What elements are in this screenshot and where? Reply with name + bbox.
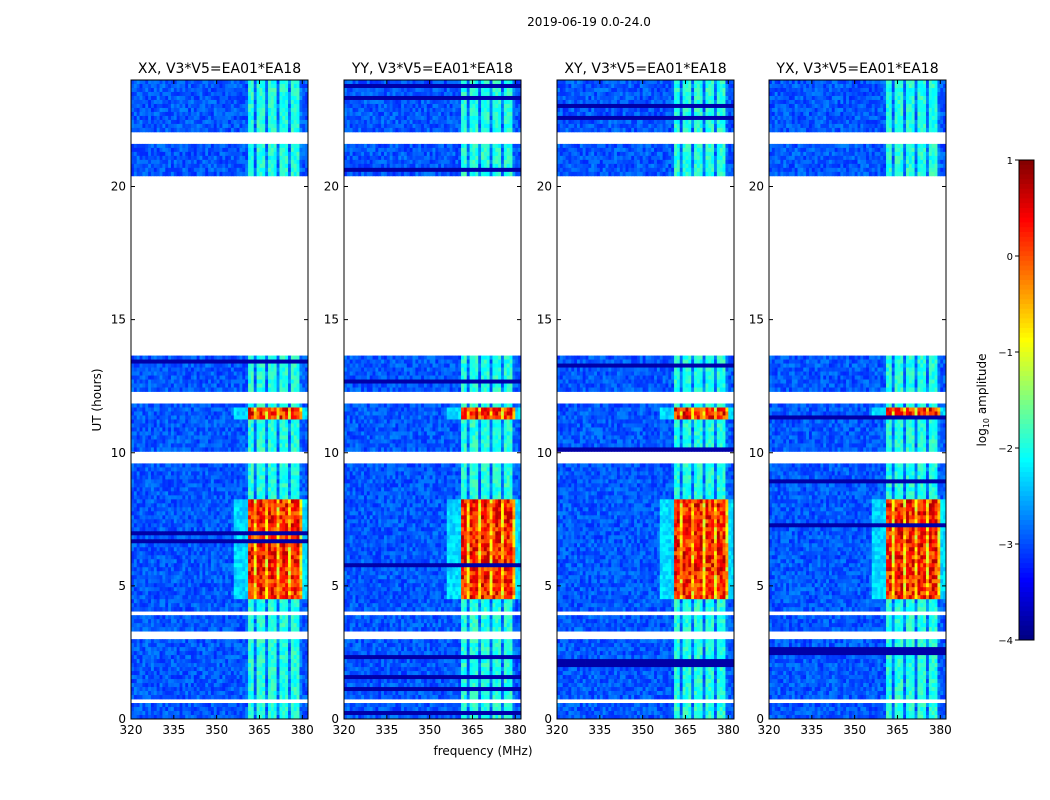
colorbar-tick-label: −2 [998,444,1013,455]
colorbar-tick-label: −3 [998,540,1013,551]
y-tick-label: 15 [111,313,126,327]
colorbar-tick-label: 0 [1007,252,1013,263]
colorbar-tick-label: −1 [998,348,1013,359]
figure: 2019-06-19 0.0-24.0 XX, V3*V5=EA01*EA18 3… [0,0,1050,800]
colorbar-tick-label: −4 [998,636,1013,647]
y-tick-label: 10 [111,446,126,460]
panel-title: YX, V3*V5=EA01*EA18 [775,61,938,77]
colorbar-label: log10 amplitude [975,354,991,447]
y-tick-label: 15 [749,313,764,327]
y-tick-label: 5 [331,579,339,593]
y-tick-label: 0 [331,712,339,726]
x-tick-label: 335 [800,723,823,737]
y-tick-label: 20 [537,180,552,194]
y-tick-label: 20 [749,180,764,194]
y-tick-label: 20 [324,180,339,194]
y-tick-label: 10 [749,446,764,460]
y-axis-label: UT (hours) [90,368,104,431]
y-tick-label: 5 [756,579,764,593]
x-tick-label: 335 [588,723,611,737]
x-tick-label: 335 [375,723,398,737]
y-tick-label: 10 [324,446,339,460]
y-tick-label: 15 [537,313,552,327]
x-tick-label: 350 [843,723,866,737]
colorbar: 1 0 −1 −2 −3 −4 log10 amplitude [975,156,1034,647]
y-tick-label: 5 [544,579,552,593]
x-tick-label: 380 [291,723,314,737]
panel-title: YY, V3*V5=EA01*EA18 [351,61,513,77]
figure-suptitle: 2019-06-19 0.0-24.0 [527,15,651,29]
x-tick-label: 350 [418,723,441,737]
x-tick-label: 350 [205,723,228,737]
x-tick-label: 365 [674,723,697,737]
y-tick-label: 0 [544,712,552,726]
y-tick-label: 5 [118,579,126,593]
x-tick-label: 350 [631,723,654,737]
x-tick-label: 380 [504,723,527,737]
x-tick-label: 365 [886,723,909,737]
x-axis-label: frequency (MHz) [433,744,532,758]
panel-title: XY, V3*V5=EA01*EA18 [564,61,726,77]
y-tick-label: 0 [756,712,764,726]
y-tick-label: 0 [118,712,126,726]
x-tick-label: 380 [929,723,952,737]
panel-title: XX, V3*V5=EA01*EA18 [138,61,301,77]
y-tick-label: 20 [111,180,126,194]
x-tick-label: 335 [162,723,185,737]
x-tick-label: 365 [248,723,271,737]
y-tick-label: 10 [537,446,552,460]
colorbar-tick-label: 1 [1007,156,1013,167]
x-tick-label: 365 [461,723,484,737]
x-tick-label: 380 [717,723,740,737]
y-tick-label: 15 [324,313,339,327]
